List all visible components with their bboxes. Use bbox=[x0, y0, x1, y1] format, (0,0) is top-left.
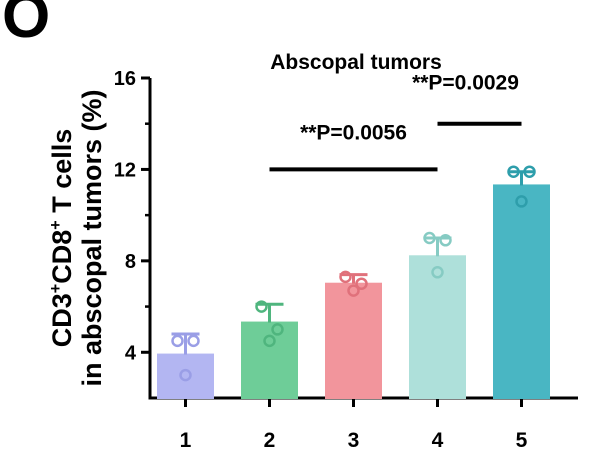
data-point bbox=[515, 195, 528, 208]
bar-group-2 bbox=[241, 300, 298, 400]
data-point bbox=[171, 334, 184, 348]
y-tick-label: 12 bbox=[114, 159, 136, 181]
x-tick-label-1: 1 bbox=[180, 429, 192, 452]
y-tick-label: 4 bbox=[125, 342, 137, 364]
x-tick-label-5: 5 bbox=[516, 429, 528, 452]
bar-5 bbox=[493, 184, 550, 399]
bar-4 bbox=[409, 255, 466, 399]
bars bbox=[157, 165, 550, 400]
data-point bbox=[507, 165, 520, 178]
data-point bbox=[439, 234, 452, 247]
bar-1 bbox=[157, 353, 214, 400]
panel-label: O bbox=[2, 0, 51, 51]
significance-annotations: **P=0.0056 **P=0.0029 bbox=[269, 71, 522, 172]
data-point bbox=[179, 368, 192, 382]
data-point bbox=[431, 266, 444, 279]
p-value-label-2: **P=0.0029 bbox=[412, 71, 519, 94]
bar-2 bbox=[241, 321, 298, 400]
bar-group-3 bbox=[325, 270, 382, 400]
bar-3 bbox=[325, 282, 382, 400]
data-point bbox=[423, 231, 436, 245]
y-tick-label: 16 bbox=[114, 68, 136, 90]
x-tick-label-2: 2 bbox=[264, 429, 276, 452]
data-point bbox=[339, 270, 352, 284]
data-point bbox=[271, 323, 284, 336]
data-point bbox=[255, 300, 268, 313]
chart-title: Abscopal tumors bbox=[270, 51, 442, 74]
data-point bbox=[355, 277, 368, 290]
p-value-label-1: **P=0.0056 bbox=[300, 122, 407, 145]
data-point bbox=[263, 334, 276, 348]
data-point bbox=[523, 165, 536, 178]
x-tick-label-4: 4 bbox=[432, 429, 444, 452]
y-tick-label: 8 bbox=[125, 251, 136, 273]
bar-group-4 bbox=[409, 231, 466, 399]
bar-group-1 bbox=[157, 332, 214, 400]
x-tick-label-3: 3 bbox=[348, 429, 360, 452]
bar-group-5 bbox=[493, 165, 550, 399]
data-point bbox=[347, 284, 360, 297]
data-point bbox=[187, 334, 200, 348]
